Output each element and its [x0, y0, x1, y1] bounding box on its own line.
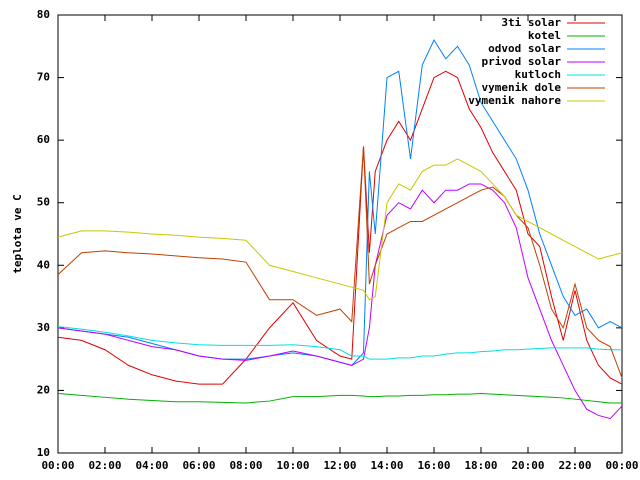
y-tick-label: 70 [37, 71, 50, 84]
x-tick-label: 22:00 [558, 459, 591, 472]
series-line [57, 70, 623, 385]
legend-label: kutloch [515, 68, 561, 81]
legend-label: odvod solar [488, 42, 561, 55]
x-tick-label: 14:00 [370, 459, 403, 472]
y-tick-label: 20 [37, 383, 50, 396]
y-tick-label: 60 [37, 133, 50, 146]
x-tick-label: 08:00 [229, 459, 262, 472]
y-tick-label: 80 [37, 8, 50, 21]
x-tick-label: 10:00 [276, 459, 309, 472]
legend-label: privod solar [482, 55, 562, 68]
x-tick-label: 00:00 [41, 459, 74, 472]
series-line [57, 326, 622, 360]
y-tick-label: 50 [37, 196, 50, 209]
x-tick-label: 12:00 [323, 459, 356, 472]
y-axis-label: teplota ve C [11, 194, 24, 273]
x-tick-label: 06:00 [182, 459, 215, 472]
x-tick-label: 02:00 [88, 459, 121, 472]
y-tick-label: 10 [37, 446, 50, 459]
y-tick-label: 40 [37, 258, 50, 271]
series-line [57, 146, 623, 379]
legend-label: 3ti solar [501, 16, 561, 29]
legend-label: vymenik nahore [468, 94, 561, 107]
y-tick-label: 30 [37, 321, 50, 334]
x-tick-label: 04:00 [135, 459, 168, 472]
series-line [57, 183, 623, 420]
legend-label: vymenik dole [482, 81, 562, 94]
x-tick-label: 16:00 [417, 459, 450, 472]
x-tick-label: 00:00 [605, 459, 638, 472]
series-line [57, 393, 622, 404]
x-tick-label: 20:00 [511, 459, 544, 472]
legend-label: kotel [528, 29, 561, 42]
x-tick-label: 18:00 [464, 459, 497, 472]
series-line [57, 158, 623, 301]
